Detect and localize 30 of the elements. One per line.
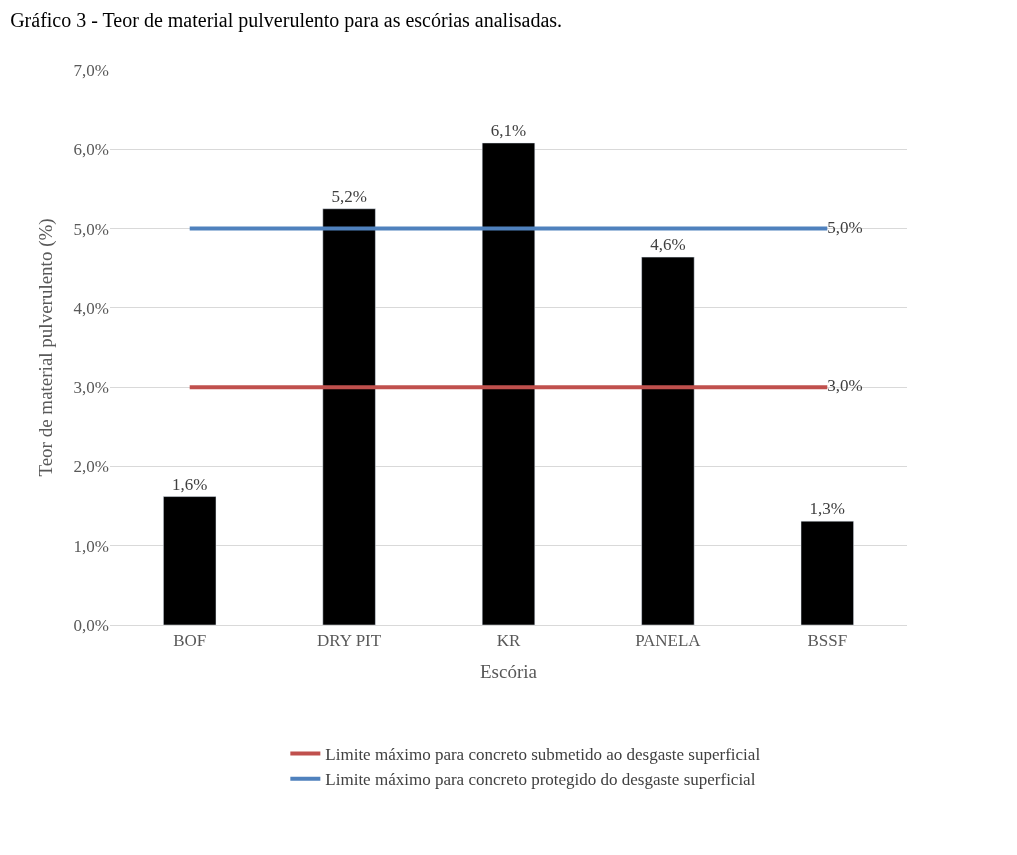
x-tick-label: PANELA <box>635 631 702 651</box>
y-tick-label: 2,0% <box>73 457 109 477</box>
chart-title: Gráfico 3 - Teor de material pulverulento para as escórias analisadas. <box>10 8 563 32</box>
data-label: 1,3% <box>809 499 846 519</box>
y-tick-label: 7,0% <box>73 60 109 80</box>
x-tick-label: BOF <box>173 631 207 651</box>
legend-label: Limite máximo para concreto submetido ao desgaste superficial <box>325 745 761 765</box>
data-label: 3,0% <box>827 376 863 396</box>
y-tick-label: 5,0% <box>73 219 109 239</box>
x-axis-title: Escória <box>480 661 538 683</box>
x-tick-label: DRY PIT <box>317 631 382 651</box>
bar <box>481 142 536 625</box>
legend-label: Limite máximo para concreto protegido do desgaste superficial <box>325 770 756 790</box>
y-tick-label: 3,0% <box>73 378 109 398</box>
x-tick-label: KR <box>496 631 521 651</box>
bar <box>163 496 217 625</box>
bar <box>641 256 695 625</box>
data-label: 5,2% <box>331 186 367 206</box>
y-tick-label: 1,0% <box>73 536 109 556</box>
data-label: 1,6% <box>171 474 208 494</box>
y-tick-label: 6,0% <box>73 140 109 160</box>
x-tick-label: BSSF <box>807 631 848 651</box>
bar <box>322 208 376 625</box>
y-tick-label: 4,0% <box>73 298 109 318</box>
bar <box>800 520 854 625</box>
data-label: 6,1% <box>490 120 527 140</box>
y-axis-title: Teor de material pulverulento (%) <box>35 218 58 477</box>
data-label: 5,0% <box>827 217 863 237</box>
data-label: 4,6% <box>650 235 686 255</box>
y-tick-label: 0,0% <box>73 615 109 635</box>
